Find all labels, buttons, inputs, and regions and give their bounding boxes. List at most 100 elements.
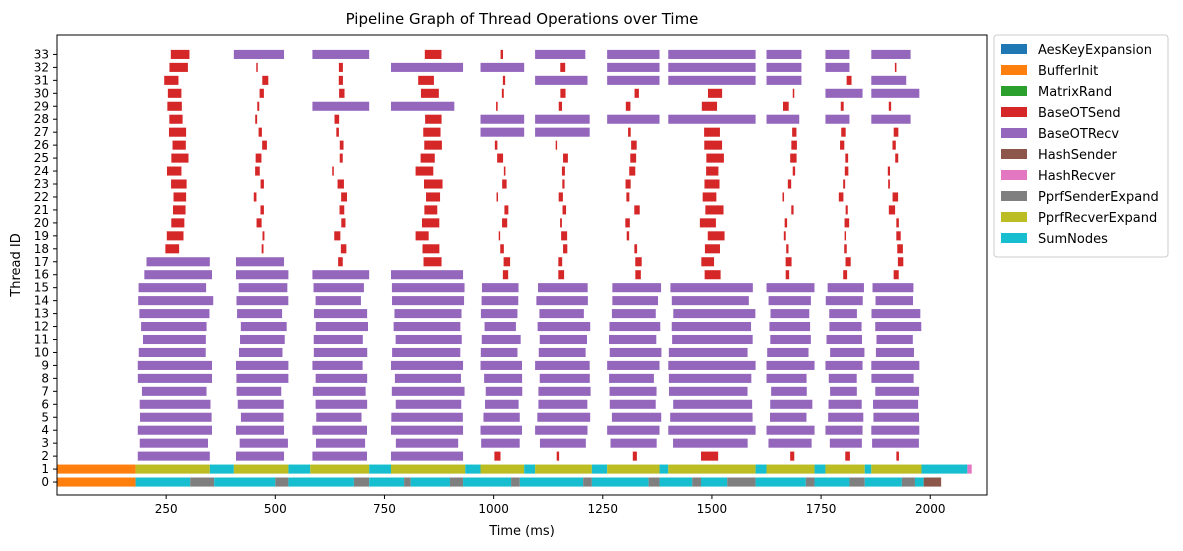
legend-label: PprfRecverExpand xyxy=(1038,211,1157,226)
bar-baseotsend xyxy=(497,153,504,163)
bar-sumnodes xyxy=(864,464,872,474)
bar-sumnodes xyxy=(814,477,850,487)
bar-baseotsend xyxy=(707,88,723,98)
bar-baseotsend xyxy=(784,218,788,228)
bar-baseotrecv xyxy=(312,101,370,111)
bar-baseotsend xyxy=(166,166,182,176)
bar-baseotsend xyxy=(503,257,511,267)
legend-swatch xyxy=(1001,107,1027,117)
bar-baseotsend xyxy=(792,127,797,137)
bar-pprfrecverexpand xyxy=(233,464,289,474)
bar-bufferinit xyxy=(57,477,136,487)
bar-baseotrecv xyxy=(609,386,657,396)
plot-frame xyxy=(56,34,988,496)
bar-baseotsend xyxy=(172,205,186,215)
bar-baseotrecv xyxy=(391,360,464,370)
bar-baseotsend xyxy=(635,270,641,280)
bar-baseotsend xyxy=(502,179,507,189)
bar-baseotsend xyxy=(339,153,343,163)
bar-baseotrecv xyxy=(484,322,516,332)
bar-baseotsend xyxy=(424,49,442,59)
bar-baseotrecv xyxy=(830,386,857,396)
legend-swatch xyxy=(1001,86,1027,96)
bar-baseotrecv xyxy=(394,373,461,383)
bar-baseotsend xyxy=(339,88,345,98)
bar-baseotrecv xyxy=(828,399,862,409)
bar-sumnodes xyxy=(921,464,968,474)
bar-baseotsend xyxy=(561,166,565,176)
bar-pprfsenderexpand xyxy=(353,477,370,487)
bar-baseotrecv xyxy=(315,296,361,306)
bar-baseotrecv xyxy=(481,438,520,448)
legend-label: BufferInit xyxy=(1038,64,1098,79)
bar-baseotsend xyxy=(790,153,797,163)
bar-baseotsend xyxy=(332,166,334,176)
bar-baseotrecv xyxy=(480,360,522,370)
bar-baseotsend xyxy=(897,244,903,254)
bar-baseotsend xyxy=(340,244,347,254)
y-tick-label: 33 xyxy=(34,47,49,61)
bar-baseotrecv xyxy=(766,360,815,370)
bar-baseotsend xyxy=(699,218,716,228)
bar-baseotsend xyxy=(840,140,845,150)
bar-baseotrecv xyxy=(538,386,591,396)
bar-baseotsend xyxy=(791,205,794,215)
bar-baseotsend xyxy=(334,114,340,124)
bar-baseotsend xyxy=(255,153,262,163)
bar-baseotrecv xyxy=(312,270,370,280)
bar-baseotrecv xyxy=(313,347,368,357)
bar-baseotsend xyxy=(845,205,848,215)
bar-baseotrecv xyxy=(236,296,289,306)
bar-baseotrecv xyxy=(673,309,756,319)
legend-swatch xyxy=(1001,128,1027,138)
bar-baseotrecv xyxy=(608,334,657,345)
bar-baseotrecv xyxy=(392,347,461,357)
bar-baseotrecv xyxy=(670,283,753,293)
y-tick-label: 20 xyxy=(34,216,49,230)
bar-baseotrecv xyxy=(236,451,285,461)
bar-pprfrecverexpand xyxy=(766,464,815,474)
bar-baseotsend xyxy=(896,218,899,228)
bar-baseotsend xyxy=(785,257,792,267)
bar-baseotsend xyxy=(845,257,851,267)
bar-baseotrecv xyxy=(766,75,802,85)
bar-baseotrecv xyxy=(670,412,753,422)
bar-baseotrecv xyxy=(236,425,285,435)
bar-baseotsend xyxy=(894,62,897,72)
bar-baseotrecv xyxy=(391,451,464,461)
bar-baseotsend xyxy=(634,88,639,98)
bar-baseotrecv xyxy=(825,425,863,435)
bar-baseotrecv xyxy=(138,296,214,306)
bar-sumnodes xyxy=(465,464,481,474)
bar-hashsender xyxy=(923,477,942,487)
y-tick-label: 32 xyxy=(34,60,49,74)
bar-baseotsend xyxy=(629,166,636,176)
bar-baseotrecv xyxy=(141,386,207,396)
bar-baseotrecv xyxy=(137,425,212,435)
bar-baseotrecv xyxy=(391,386,465,396)
y-tick-label: 31 xyxy=(34,73,49,87)
bar-baseotrecv xyxy=(316,412,362,422)
bar-baseotsend xyxy=(846,75,852,85)
bar-baseotrecv xyxy=(539,373,590,383)
bar-baseotrecv xyxy=(312,425,367,435)
bar-baseotsend xyxy=(631,140,637,150)
bar-baseotsend xyxy=(338,62,343,72)
bar-baseotrecv xyxy=(769,412,807,422)
legend-label: PprfSenderExpand xyxy=(1038,190,1159,205)
bar-baseotsend xyxy=(845,451,850,461)
bar-baseotsend xyxy=(496,101,498,111)
y-tick-label: 1 xyxy=(41,462,49,476)
bar-baseotsend xyxy=(844,244,847,254)
bar-baseotsend xyxy=(500,49,504,59)
bar-baseotrecv xyxy=(872,438,919,448)
bar-baseotsend xyxy=(169,114,183,124)
bar-baseotsend xyxy=(892,192,899,202)
bar-baseotrecv xyxy=(483,412,520,422)
bar-baseotrecv xyxy=(146,257,210,267)
bar-baseotrecv xyxy=(481,296,519,306)
bar-baseotrecv xyxy=(610,438,657,448)
bar-baseotsend xyxy=(787,179,792,189)
legend-swatch xyxy=(1001,191,1027,201)
